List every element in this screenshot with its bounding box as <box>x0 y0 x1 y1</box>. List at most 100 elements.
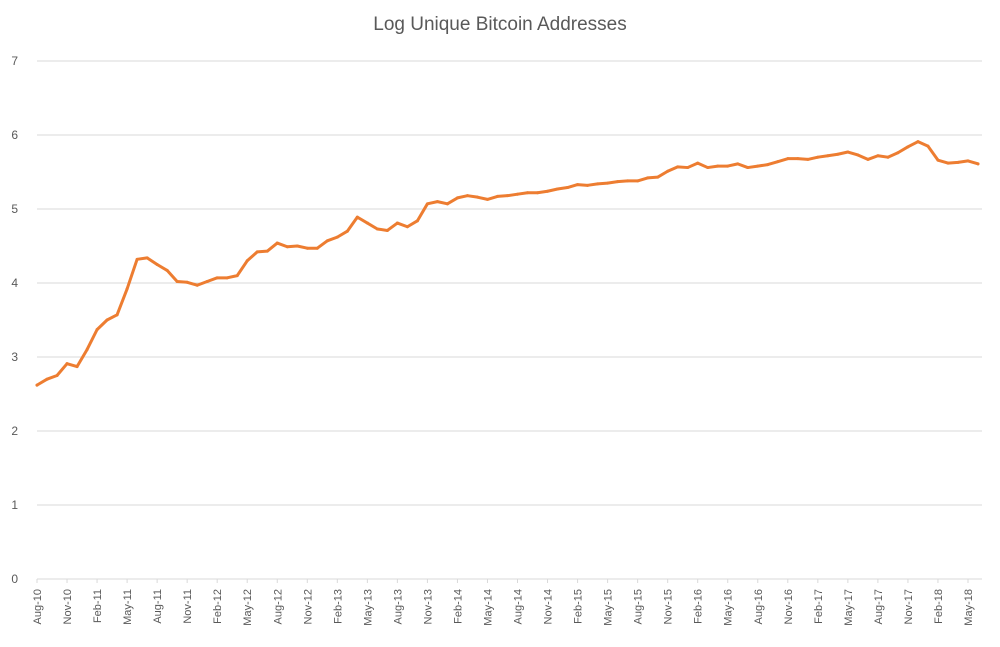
data-point <box>265 249 269 253</box>
data-point <box>976 162 980 166</box>
data-point <box>285 245 289 249</box>
gridlines <box>37 60 982 580</box>
data-point <box>435 200 439 204</box>
data-point <box>766 163 770 167</box>
x-tick-label: Feb-18 <box>933 589 945 624</box>
data-point <box>175 280 179 284</box>
x-tick-label: Aug-12 <box>272 589 284 624</box>
x-tick-label: Nov-12 <box>302 589 314 624</box>
data-point <box>526 191 530 195</box>
series-line <box>35 140 980 387</box>
x-tick-label: Aug-16 <box>753 589 765 624</box>
x-tick-label: Nov-15 <box>663 589 675 624</box>
data-point <box>776 160 780 164</box>
data-point <box>155 263 159 266</box>
x-tick-label: Aug-15 <box>633 589 645 624</box>
data-point <box>916 140 920 144</box>
data-point <box>516 192 520 196</box>
y-tick-label: 0 <box>11 572 18 586</box>
data-point <box>55 374 59 377</box>
x-axis-tick-labels: Aug-10 Nov-10 Feb-11 May-11 Aug-11 Nov-11 Feb-… <box>32 579 975 626</box>
data-point <box>636 179 640 183</box>
data-point <box>425 202 429 206</box>
data-point <box>656 175 660 179</box>
data-point <box>786 157 790 161</box>
data-point <box>696 161 700 165</box>
data-point <box>295 244 299 248</box>
data-point <box>465 194 469 198</box>
x-tick-label: Nov-16 <box>783 589 795 624</box>
x-tick-label: Feb-16 <box>693 589 705 624</box>
data-point <box>35 383 39 387</box>
data-point <box>926 144 930 148</box>
data-point <box>966 159 970 163</box>
data-point <box>215 276 219 280</box>
x-tick-label: Aug-17 <box>873 589 885 624</box>
y-tick-label: 1 <box>11 498 18 512</box>
data-point <box>606 181 610 185</box>
data-point <box>646 176 650 180</box>
x-tick-label: Nov-13 <box>422 589 434 624</box>
series-layer <box>35 140 980 387</box>
data-point <box>495 194 499 198</box>
x-tick-label: Feb-11 <box>92 589 104 623</box>
chart-title: Log Unique Bitcoin Addresses <box>373 14 627 35</box>
data-point <box>415 219 419 223</box>
x-tick-label: May-13 <box>362 589 374 626</box>
data-point <box>165 268 169 272</box>
data-point <box>846 150 850 154</box>
data-point <box>195 283 199 287</box>
data-point <box>95 328 99 332</box>
data-point <box>65 362 69 366</box>
data-point <box>375 227 379 231</box>
x-tick-label: Feb-17 <box>813 589 825 624</box>
data-point <box>886 155 890 159</box>
data-point <box>566 186 570 190</box>
x-tick-label: Nov-17 <box>903 589 915 624</box>
data-point <box>706 166 710 170</box>
x-tick-label: Nov-11 <box>182 589 194 624</box>
data-point <box>315 246 319 250</box>
x-tick-label: May-14 <box>482 589 494 626</box>
data-point <box>726 164 730 168</box>
data-point <box>125 287 129 291</box>
x-tick-label: May-12 <box>242 589 254 626</box>
data-point <box>335 235 339 239</box>
data-point <box>866 157 870 161</box>
data-point <box>305 246 309 250</box>
data-point <box>896 151 900 155</box>
y-axis-tick-labels: 0 1 2 3 4 5 6 7 <box>11 54 18 586</box>
data-point <box>626 179 630 183</box>
data-point <box>85 348 89 352</box>
data-point <box>45 377 49 381</box>
x-tick-label: May-16 <box>723 589 735 626</box>
data-point <box>956 160 960 164</box>
data-point <box>666 169 670 173</box>
x-tick-label: May-11 <box>122 589 134 625</box>
y-tick-label: 2 <box>11 424 18 438</box>
data-point <box>325 239 329 243</box>
data-point <box>796 157 800 161</box>
data-point <box>746 166 750 170</box>
data-point <box>616 180 620 184</box>
data-point <box>105 318 109 322</box>
x-tick-label: Feb-13 <box>332 589 344 624</box>
data-point <box>756 164 760 168</box>
data-point <box>816 155 820 159</box>
data-point <box>405 225 409 229</box>
data-point <box>185 280 189 284</box>
data-point <box>826 154 830 158</box>
data-point <box>275 241 279 245</box>
data-point <box>345 229 349 233</box>
data-point <box>145 256 149 260</box>
data-point <box>485 197 489 201</box>
data-point <box>556 187 560 191</box>
data-point <box>235 274 239 278</box>
x-tick-label: May-15 <box>603 589 615 626</box>
data-point <box>245 259 249 263</box>
data-point <box>586 183 590 187</box>
data-point <box>255 250 259 254</box>
data-point <box>536 191 540 195</box>
data-point <box>676 165 680 169</box>
